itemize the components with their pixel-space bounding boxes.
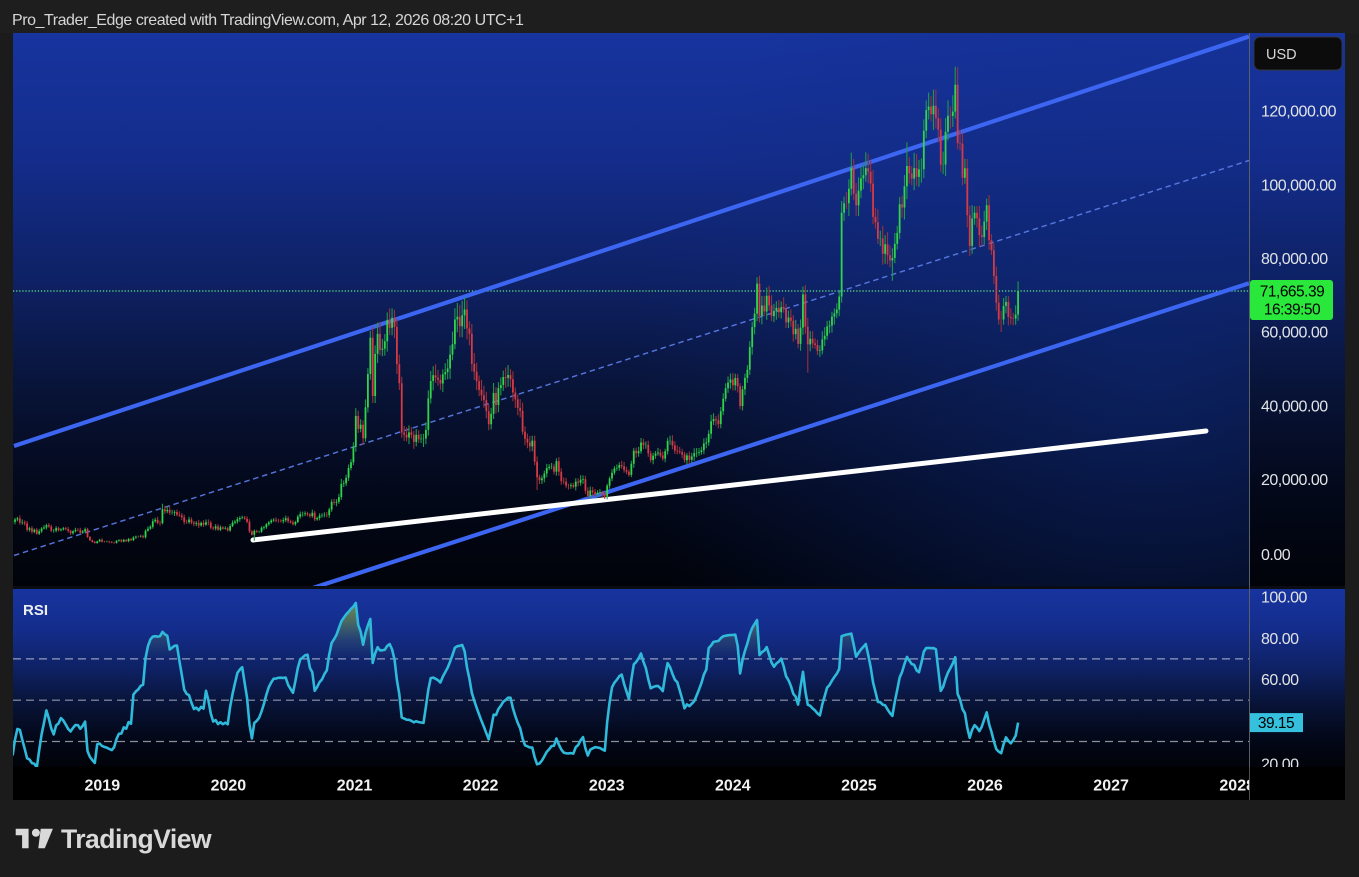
svg-text:16:39:50: 16:39:50 <box>1264 302 1321 319</box>
svg-text:100,000.00: 100,000.00 <box>1261 178 1337 195</box>
svg-text:2024: 2024 <box>715 778 751 795</box>
svg-text:TradingView: TradingView <box>61 824 212 854</box>
svg-text:40,000.00: 40,000.00 <box>1261 399 1328 416</box>
svg-text:2022: 2022 <box>463 778 499 795</box>
svg-text:2021: 2021 <box>337 778 373 795</box>
svg-text:2028: 2028 <box>1219 778 1255 795</box>
svg-text:2027: 2027 <box>1093 778 1129 795</box>
svg-text:Pro_Trader_Edge created with T: Pro_Trader_Edge created with TradingView… <box>12 12 524 29</box>
svg-text:20,000.00: 20,000.00 <box>1261 472 1328 489</box>
svg-text:60.00: 60.00 <box>1261 672 1299 689</box>
svg-text:100.00: 100.00 <box>1261 590 1308 607</box>
svg-text:39.15: 39.15 <box>1258 715 1294 732</box>
svg-text:2023: 2023 <box>589 778 625 795</box>
svg-text:71,665.39: 71,665.39 <box>1260 284 1324 301</box>
svg-text:80,000.00: 80,000.00 <box>1261 251 1328 268</box>
svg-text:2020: 2020 <box>211 778 247 795</box>
svg-text:60,000.00: 60,000.00 <box>1261 325 1328 342</box>
svg-text:2025: 2025 <box>841 778 877 795</box>
svg-text:USD: USD <box>1266 47 1297 63</box>
svg-text:120,000.00: 120,000.00 <box>1261 104 1337 121</box>
svg-text:0.00: 0.00 <box>1261 547 1291 564</box>
svg-text:80.00: 80.00 <box>1261 631 1299 648</box>
svg-text:RSI: RSI <box>23 602 48 619</box>
svg-text:2026: 2026 <box>967 778 1003 795</box>
svg-text:2019: 2019 <box>85 778 121 795</box>
svg-text:20.00: 20.00 <box>1261 756 1299 773</box>
